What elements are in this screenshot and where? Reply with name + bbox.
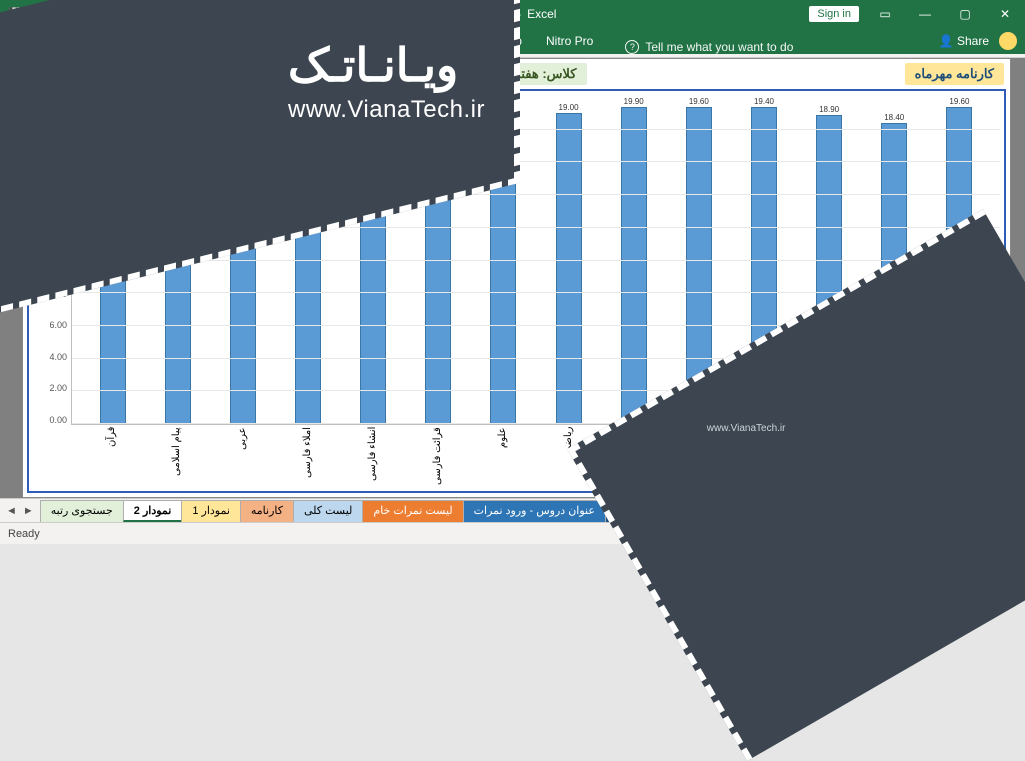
tab-scroll-left-icon[interactable]: ◄	[6, 505, 17, 517]
app-name: Excel	[527, 7, 556, 21]
bar-value-label: 19.60	[689, 97, 709, 106]
tab-scroll-right-icon[interactable]: ►	[23, 505, 34, 517]
feedback-icon[interactable]	[999, 32, 1017, 50]
bar-value-label: 19.90	[624, 97, 644, 106]
sheet-tab[interactable]: عنوان دروس - ورود نمرات	[463, 500, 606, 522]
y-tick-label: 0.00	[33, 415, 67, 425]
tell-me-icon: ?	[625, 40, 639, 54]
x-tick-label: قرائت فارسی	[432, 427, 443, 487]
status-ready: Ready	[8, 528, 40, 540]
bar-value-label: 19.40	[754, 97, 774, 106]
x-tick-label: عربی	[237, 427, 248, 487]
watermark-text: ویـانـاتـک www.VianaTech.ir	[288, 38, 485, 124]
sheet-tab[interactable]: لیست کلی	[293, 500, 363, 522]
ribbon-tab-nitro-pro[interactable]: Nitro Pro	[534, 29, 605, 54]
bar	[621, 107, 647, 424]
x-tick-label: قرآن	[106, 427, 117, 487]
tell-me-input[interactable]: Tell me what you want to do	[645, 40, 793, 54]
x-tick-label: املاء فارسی	[302, 427, 313, 487]
report-title-box: کارنامه مهرماه	[905, 63, 1004, 85]
share-button[interactable]: 👤 Share	[939, 34, 989, 48]
maximize-button[interactable]: ▢	[945, 7, 985, 21]
bar-value-label: 18.90	[819, 105, 839, 114]
y-tick-label: 2.00	[33, 383, 67, 393]
sign-in-button[interactable]: Sign in	[809, 6, 859, 22]
bar-value-label: 19.00	[559, 103, 579, 112]
sheet-tab[interactable]: کارنامه	[240, 500, 294, 522]
close-button[interactable]: ✕	[985, 7, 1025, 21]
x-tick-label: علوم	[497, 427, 508, 487]
minimize-button[interactable]: —	[905, 7, 945, 21]
sheet-tab[interactable]: نمودار 1	[181, 500, 241, 522]
bar-value-label: 19.60	[949, 97, 969, 106]
bar-column: 19.90	[601, 97, 666, 424]
y-tick-label: 6.00	[33, 320, 67, 330]
sheet-tab[interactable]: لیست نمرات خام	[362, 500, 463, 522]
bar-value-label: 18.40	[884, 113, 904, 122]
sheet-tab[interactable]: نمودار 2	[123, 500, 183, 522]
bar-column: 19.00	[536, 97, 601, 424]
ribbon-options-icon[interactable]: ▭	[865, 7, 905, 21]
y-tick-label: 4.00	[33, 352, 67, 362]
sheet-tab[interactable]: جستجوی رتبه	[40, 500, 124, 522]
x-tick-label: انشاء فارسی	[367, 427, 378, 487]
x-tick-label: پیام اسلامی	[171, 427, 182, 487]
bar	[556, 113, 582, 424]
